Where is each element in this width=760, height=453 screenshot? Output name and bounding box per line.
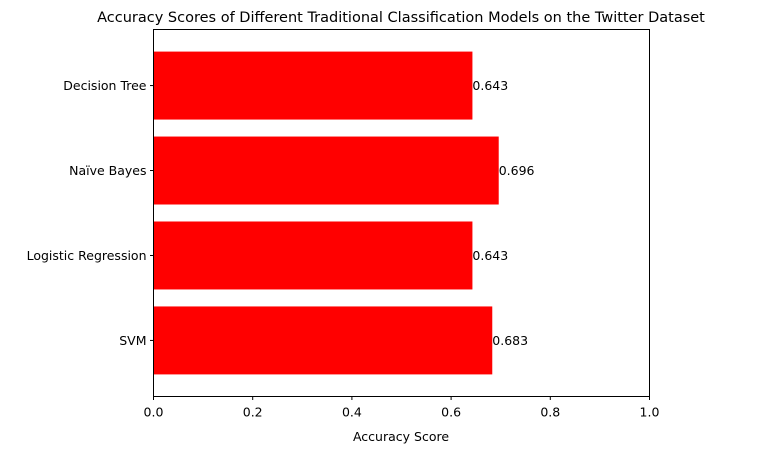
x-axis-label: Accuracy Score <box>353 429 449 444</box>
x-tick-label: 0.8 <box>540 405 560 420</box>
x-tick-label: 0.0 <box>144 405 164 420</box>
bar-decision-tree <box>153 51 473 120</box>
data-label-naive-bayes: 0.696 <box>499 163 535 178</box>
y-tick-label-svm: SVM <box>119 333 146 348</box>
x-tick-label: 0.6 <box>441 405 461 420</box>
plot-frame <box>153 29 650 397</box>
data-label-svm: 0.683 <box>492 333 528 348</box>
chart-title: Accuracy Scores of Different Traditional… <box>97 10 705 26</box>
x-tick-label: 0.2 <box>243 405 263 420</box>
y-tick-label-logistic-regression: Logistic Regression <box>27 248 147 263</box>
x-tick-label: 1.0 <box>640 405 660 420</box>
y-tick-labels: SVM Logistic Regression Naïve Bayes Decisio… <box>27 78 154 348</box>
y-tick-label-naive-bayes: Naïve Bayes <box>69 163 146 178</box>
data-label-logistic-regression: 0.643 <box>472 248 508 263</box>
bars-group <box>153 51 499 375</box>
x-ticks: 0.0 0.2 0.4 0.6 0.8 1.0 <box>144 396 660 420</box>
x-tick-label: 0.4 <box>342 405 362 420</box>
bar-logistic-regression <box>153 221 473 290</box>
y-tick-label-decision-tree: Decision Tree <box>63 78 147 93</box>
bar-svm <box>153 306 493 375</box>
data-label-decision-tree: 0.643 <box>472 78 508 93</box>
data-labels: 0.683 0.643 0.696 0.643 <box>472 78 534 348</box>
bar-naive-bayes <box>153 136 499 205</box>
